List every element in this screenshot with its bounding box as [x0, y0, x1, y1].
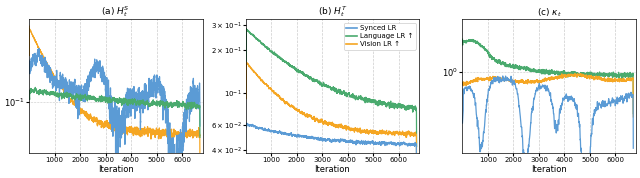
- Text: Figure 2: Learning curves of the variables $H_t^S$, $H_t^T$, and $\kappa_t$ for : Figure 2: Learning curves of the variabl…: [147, 176, 493, 178]
- Title: (b) $H_t^T$: (b) $H_t^T$: [318, 4, 347, 19]
- X-axis label: Iteration: Iteration: [315, 165, 350, 174]
- Title: (a) $H_t^S$: (a) $H_t^S$: [102, 4, 130, 19]
- X-axis label: Iteration: Iteration: [531, 165, 567, 174]
- X-axis label: Iteration: Iteration: [98, 165, 134, 174]
- Title: (c) $\kappa_t$: (c) $\kappa_t$: [537, 7, 561, 19]
- Legend: Synced LR, Language LR ↑, Vision LR ↑: Synced LR, Language LR ↑, Vision LR ↑: [344, 23, 416, 50]
